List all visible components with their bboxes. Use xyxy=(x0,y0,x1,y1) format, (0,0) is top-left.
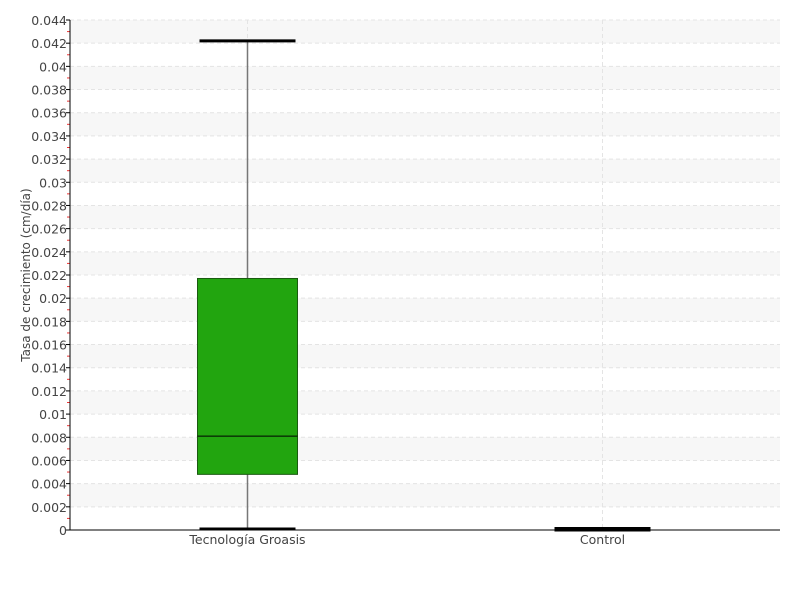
grid-band xyxy=(70,298,780,322)
y-tick-label: 0.032 xyxy=(31,152,67,167)
y-tick-label: 0.044 xyxy=(31,13,67,28)
grid-band xyxy=(70,483,780,507)
y-tick-label: 0.028 xyxy=(31,198,67,213)
y-tick-label: 0.04 xyxy=(39,59,67,74)
y-tick-label: 0.038 xyxy=(31,83,67,98)
grid-band xyxy=(70,390,780,415)
y-tick-label: 0.02 xyxy=(39,291,67,306)
grid-band xyxy=(70,112,780,136)
y-tick-label: 0.012 xyxy=(31,384,67,399)
y-tick-label: 0.018 xyxy=(31,314,67,329)
x-tick-label: Control xyxy=(580,532,625,547)
grid-band xyxy=(70,437,780,461)
y-tick-label: 0.022 xyxy=(31,268,67,283)
y-tick-label: 0.004 xyxy=(31,477,67,492)
y-tick-label: 0.014 xyxy=(31,361,67,376)
y-tick-label: 0.008 xyxy=(31,430,67,445)
y-tick-label: 0.034 xyxy=(31,129,67,144)
y-tick-label: 0 xyxy=(59,523,67,538)
y-tick-label: 0.026 xyxy=(31,222,67,237)
grid-band xyxy=(70,20,780,44)
y-tick-label: 0.036 xyxy=(31,106,67,121)
y-tick-label: 0.002 xyxy=(31,500,67,515)
y-tick-label: 0.016 xyxy=(31,338,67,353)
x-tick-label: Tecnología Groasis xyxy=(188,532,305,547)
grid-band xyxy=(70,344,780,368)
y-tick-label: 0.006 xyxy=(31,453,67,468)
y-tick-label: 0.042 xyxy=(31,36,67,51)
y-axis-label: Tasa de crecimiento (cm/día) xyxy=(19,188,33,362)
y-tick-label: 0.024 xyxy=(31,245,67,260)
box xyxy=(197,277,298,475)
grid-band xyxy=(70,159,780,183)
grid-band xyxy=(70,66,780,90)
y-tick-label: 0.03 xyxy=(39,175,67,190)
grid-band xyxy=(70,251,780,275)
grid-band xyxy=(70,205,780,229)
y-tick-label: 0.01 xyxy=(39,407,67,422)
